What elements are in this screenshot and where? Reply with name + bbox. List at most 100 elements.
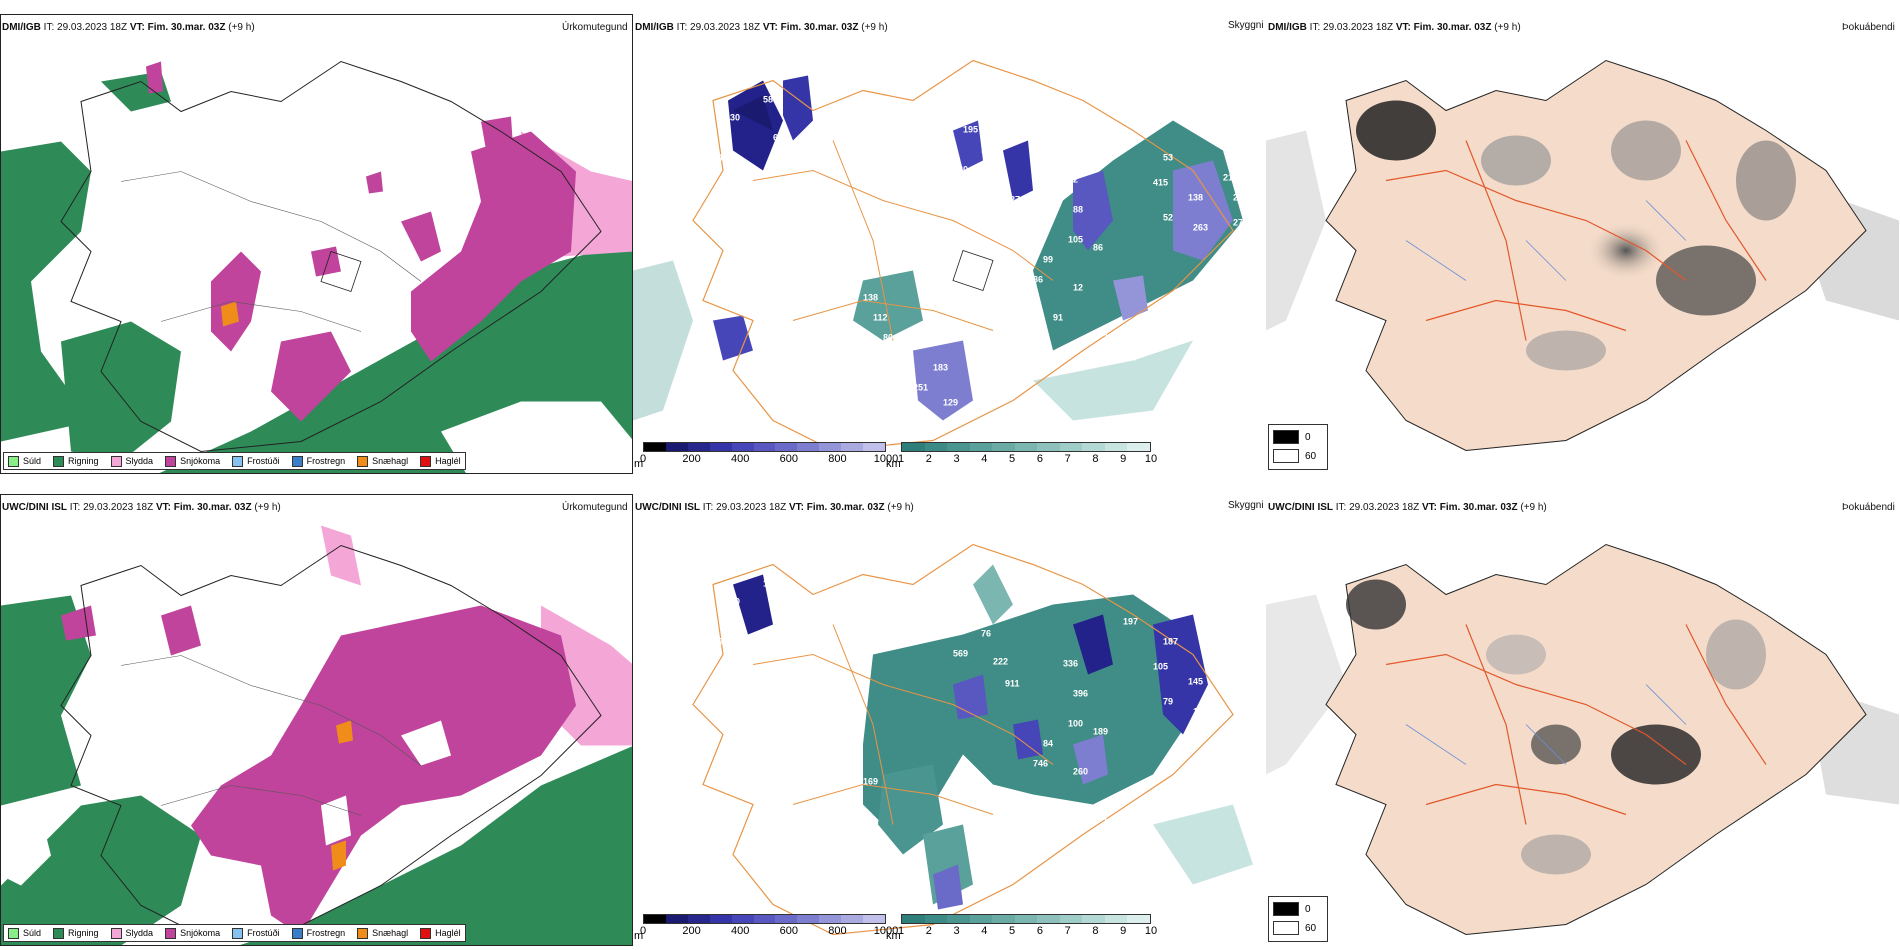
precip-type-map-dmi (1, 21, 632, 473)
visibility-panel-dmi: 60 58 130 60 60 86 14 10 195 192 230 119 127 122 88 105… (633, 14, 1266, 474)
colorbar-tick-label: 600 (779, 925, 798, 937)
colorbar-segment (992, 915, 1015, 923)
colorbar-segment (644, 915, 666, 923)
header-dmi-visibility: DMI/IGB IT: 29.03.2023 18Z VT: Fim. 30.m… (635, 22, 888, 33)
precip-value-label: 197 (1123, 617, 1138, 627)
precip-value-label: 99 (1043, 255, 1053, 265)
colorbar-segment (753, 915, 776, 923)
precip-value-label: 14 (713, 153, 723, 163)
legend-item-haglel: Haglél (420, 455, 461, 467)
precip-value-label: 122 (1063, 175, 1078, 185)
precip-value-label: 10 (693, 123, 703, 133)
colorbar-tick-label: 1000 (873, 925, 899, 937)
precip-value-label: 91 (1053, 313, 1063, 323)
colorbar-segment (969, 443, 993, 451)
precip-value-label: 123 (1193, 707, 1208, 717)
colorbar-segment (1037, 443, 1060, 451)
colorbar-tick-label: 9 (1120, 925, 1127, 937)
precip-type-panel-dmi: Súld Rigning Slydda Snjókoma Frostúði Fr… (0, 14, 633, 474)
colorbar-segment (969, 915, 993, 923)
precip-value-label: 147 (963, 213, 978, 223)
precip-value-label: 86 (1123, 133, 1133, 143)
colorbar-segment (665, 443, 688, 451)
legend-item-frostregn: Frostregn (291, 455, 345, 467)
colorbar-tick-label: 400 (731, 925, 750, 937)
colorbar-tick-label: 10 (1144, 925, 1158, 937)
legend-item-sud: Súld (8, 455, 41, 467)
colorbar-tick-label: 7 (1064, 925, 1071, 937)
precip-value-label: 899 (1153, 787, 1168, 797)
precip-value-label: 86 (1033, 275, 1043, 285)
precip-value-label: 12 (1073, 283, 1083, 293)
legend-item-haglel: Haglél (420, 927, 461, 939)
legend-item-slydda: Slydda (110, 455, 153, 467)
precip-value-label: 336 (1063, 659, 1078, 669)
precip-value-label: 533 (1213, 787, 1228, 797)
colorbar-segment (1127, 915, 1151, 923)
panel-title-precip-type-2: Úrkomutegund (562, 502, 628, 513)
precip-value-label: 189 (1093, 727, 1108, 737)
precip-value-label: 187 (1163, 637, 1178, 647)
header-uwc-fog: UWC/DINI ISL IT: 29.03.2023 18Z VT: Fim.… (1268, 502, 1547, 513)
colorbar-segment (1059, 915, 1083, 923)
colorbar-segment (1104, 915, 1128, 923)
precip-value-label: 350 (1213, 303, 1228, 313)
header-uwc-visibility: UWC/DINI ISL IT: 29.03.2023 18Z VT: Fim.… (635, 502, 914, 513)
precip-value-label: 160 (725, 597, 740, 607)
visibility-panel-uwc: 60 189 160 158 202 190 192 114 88 76 569 222 911 336 3… (633, 494, 1266, 946)
precip-type-legend-uwc: Súld Rigning Slydda Snjókoma Frostúði Fr… (3, 924, 466, 942)
precip-value-label: 158 (773, 617, 788, 627)
colorbar-tick-label: 6 (1036, 453, 1043, 465)
colorbar-segment (863, 443, 885, 451)
colorbar-segment (1014, 443, 1038, 451)
colorbar-segment (924, 915, 948, 923)
precip-value-label: 154 (1188, 283, 1203, 293)
precip-value-label: 183 (933, 363, 948, 373)
precip-value-label: 207 (1123, 353, 1138, 363)
precip-value-label: 139 (1228, 727, 1243, 737)
precip-value-label: 138 (863, 293, 878, 303)
precip-value-label: 262 (1138, 323, 1153, 333)
precip-value-label: 289 (1233, 193, 1248, 203)
precip-value-label: 202 (783, 649, 798, 659)
precip-value-label: 13 (1123, 837, 1133, 847)
colorbar-tick-label: 2 (925, 453, 932, 465)
precip-value-label: 58 (763, 95, 773, 105)
colorbar-segment (1127, 443, 1151, 451)
precip-value-label: 278 (1233, 218, 1248, 228)
fog-legend-item-0: 0 (1273, 430, 1323, 444)
colorbar-tick-label: 4 (981, 453, 988, 465)
precip-value-label: 300 (1233, 677, 1248, 687)
colorbar-segment (947, 915, 970, 923)
colorbar-tick-label: 10 (1144, 453, 1158, 465)
colorbar-tick-label: 1 (897, 453, 905, 465)
precip-value-label: 784 (1138, 807, 1153, 817)
panel-title-precip-type: Úrkomutegund (562, 22, 628, 33)
colorbar-segment (687, 443, 710, 451)
precip-value-label: 190 (753, 669, 768, 679)
colorbar-segment (665, 915, 688, 923)
colorbar-segment (947, 443, 970, 451)
colorbar-segment (709, 443, 732, 451)
precip-value-label: 84 (1043, 739, 1053, 749)
precip-value-label: 260 (1073, 767, 1088, 777)
colorbar-segment (731, 915, 754, 923)
header-dmi-precip: DMI/IGB IT: 29.03.2023 18Z VT: Fim. 30.m… (2, 22, 255, 33)
colorbar-segment (644, 443, 666, 451)
colorbar-segment (797, 443, 820, 451)
colorbar-tick-label: 4 (981, 925, 988, 937)
fog-map-uwc (1266, 504, 1899, 946)
colorbar-tick-label: 400 (731, 453, 750, 465)
precip-value-label: 189 (763, 579, 778, 589)
colorbar-segment (1082, 443, 1105, 451)
visibility-km-colorbar: 1 2 3 4 5 6 7 8 9 10 (897, 442, 1157, 470)
precip-value-label: 169 (863, 777, 878, 787)
fog-legend-item-60: 60 (1273, 449, 1323, 463)
precip-value-label: 114 (693, 607, 708, 617)
unit-km: km (886, 458, 901, 470)
colorbar-segment (841, 443, 864, 451)
precip-value-label: 127 (1005, 195, 1020, 205)
colorbar-tick-label: 8 (1092, 453, 1099, 465)
precip-value-label: 86 (753, 185, 763, 195)
